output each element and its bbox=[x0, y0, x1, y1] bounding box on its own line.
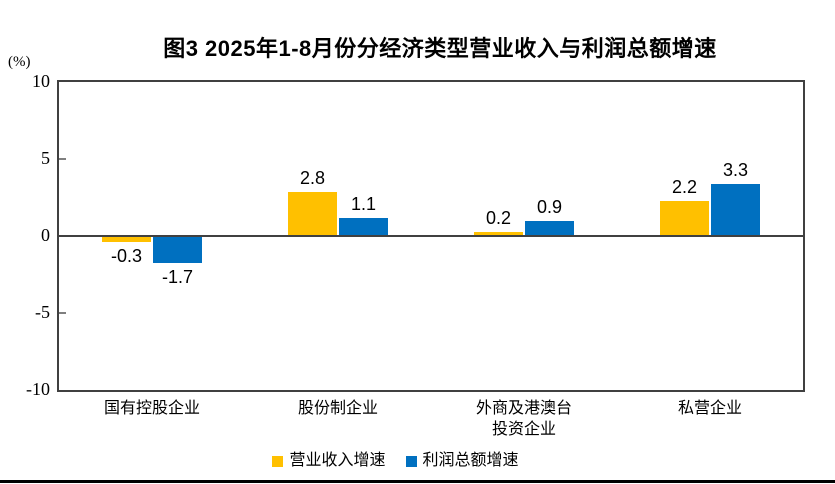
bar-利润总额增速-股份制企业 bbox=[339, 218, 388, 235]
x-axis-category-label: 外商及港澳台 投资企业 bbox=[434, 398, 614, 440]
bar-value-label: 2.8 bbox=[299, 167, 326, 188]
chart-title: 图3 2025年1-8月份分经济类型营业收入与利润总额增速 bbox=[163, 36, 717, 61]
y-axis-tick-label: 0 bbox=[41, 225, 50, 245]
bar-利润总额增速-私营企业 bbox=[711, 184, 760, 235]
legend-item: 利润总额增速 bbox=[405, 452, 519, 470]
legend-swatch bbox=[272, 455, 284, 467]
bar-利润总额增速-国有控股企业 bbox=[153, 237, 202, 264]
bar-营业收入增速-国有控股企业 bbox=[102, 237, 151, 242]
x-axis-category-label: 股份制企业 bbox=[248, 398, 428, 419]
y-axis-tick-label: -10 bbox=[26, 379, 50, 399]
y-axis-unit-label: (%) bbox=[8, 54, 31, 70]
legend: 营业收入增速 利润总额增速 bbox=[0, 452, 813, 470]
x-axis-label-line: 外商及港澳台 bbox=[475, 400, 572, 417]
zero-axis-line bbox=[59, 235, 803, 237]
x-axis-category-label: 国有控股企业 bbox=[62, 398, 242, 419]
x-axis-label-line: 股份制企业 bbox=[297, 400, 378, 417]
y-axis-tick bbox=[59, 158, 66, 160]
legend-item: 营业收入增速 bbox=[272, 452, 386, 470]
y-axis-tick-label: 5 bbox=[41, 148, 50, 168]
bar-利润总额增速-外商及港澳台投资企业 bbox=[525, 221, 574, 235]
bar-value-label: -0.3 bbox=[110, 245, 143, 266]
y-axis-tick-label: -5 bbox=[35, 302, 50, 322]
bar-营业收入增速-股份制企业 bbox=[288, 191, 337, 235]
bottom-border-line bbox=[0, 480, 835, 483]
x-axis-label-line: 国有控股企业 bbox=[103, 400, 200, 417]
bar-value-label: -1.7 bbox=[161, 267, 194, 288]
bar-value-label: 0.2 bbox=[485, 207, 512, 228]
x-axis-category-label: 私营企业 bbox=[620, 398, 800, 419]
bar-value-label: 1.1 bbox=[350, 194, 377, 215]
legend-label: 营业收入增速 bbox=[289, 452, 386, 469]
x-axis-label-line: 私营企业 bbox=[677, 400, 742, 417]
legend-swatch bbox=[405, 455, 417, 467]
bar-营业收入增速-外商及港澳台投资企业 bbox=[474, 231, 523, 235]
x-axis-label-line: 投资企业 bbox=[491, 421, 556, 438]
bar-value-label: 0.9 bbox=[536, 197, 563, 218]
y-axis-tick bbox=[59, 312, 66, 314]
legend-label: 利润总额增速 bbox=[422, 452, 519, 469]
bar-value-label: 3.3 bbox=[722, 160, 749, 181]
plot-area: -0.3 2.8 0.2 2.2 -1.7 1.1 0.9 3.3 bbox=[57, 80, 805, 392]
y-axis-tick-label: 10 bbox=[32, 71, 50, 91]
bar-value-label: 2.2 bbox=[671, 177, 698, 198]
bar-营业收入增速-私营企业 bbox=[660, 201, 709, 235]
